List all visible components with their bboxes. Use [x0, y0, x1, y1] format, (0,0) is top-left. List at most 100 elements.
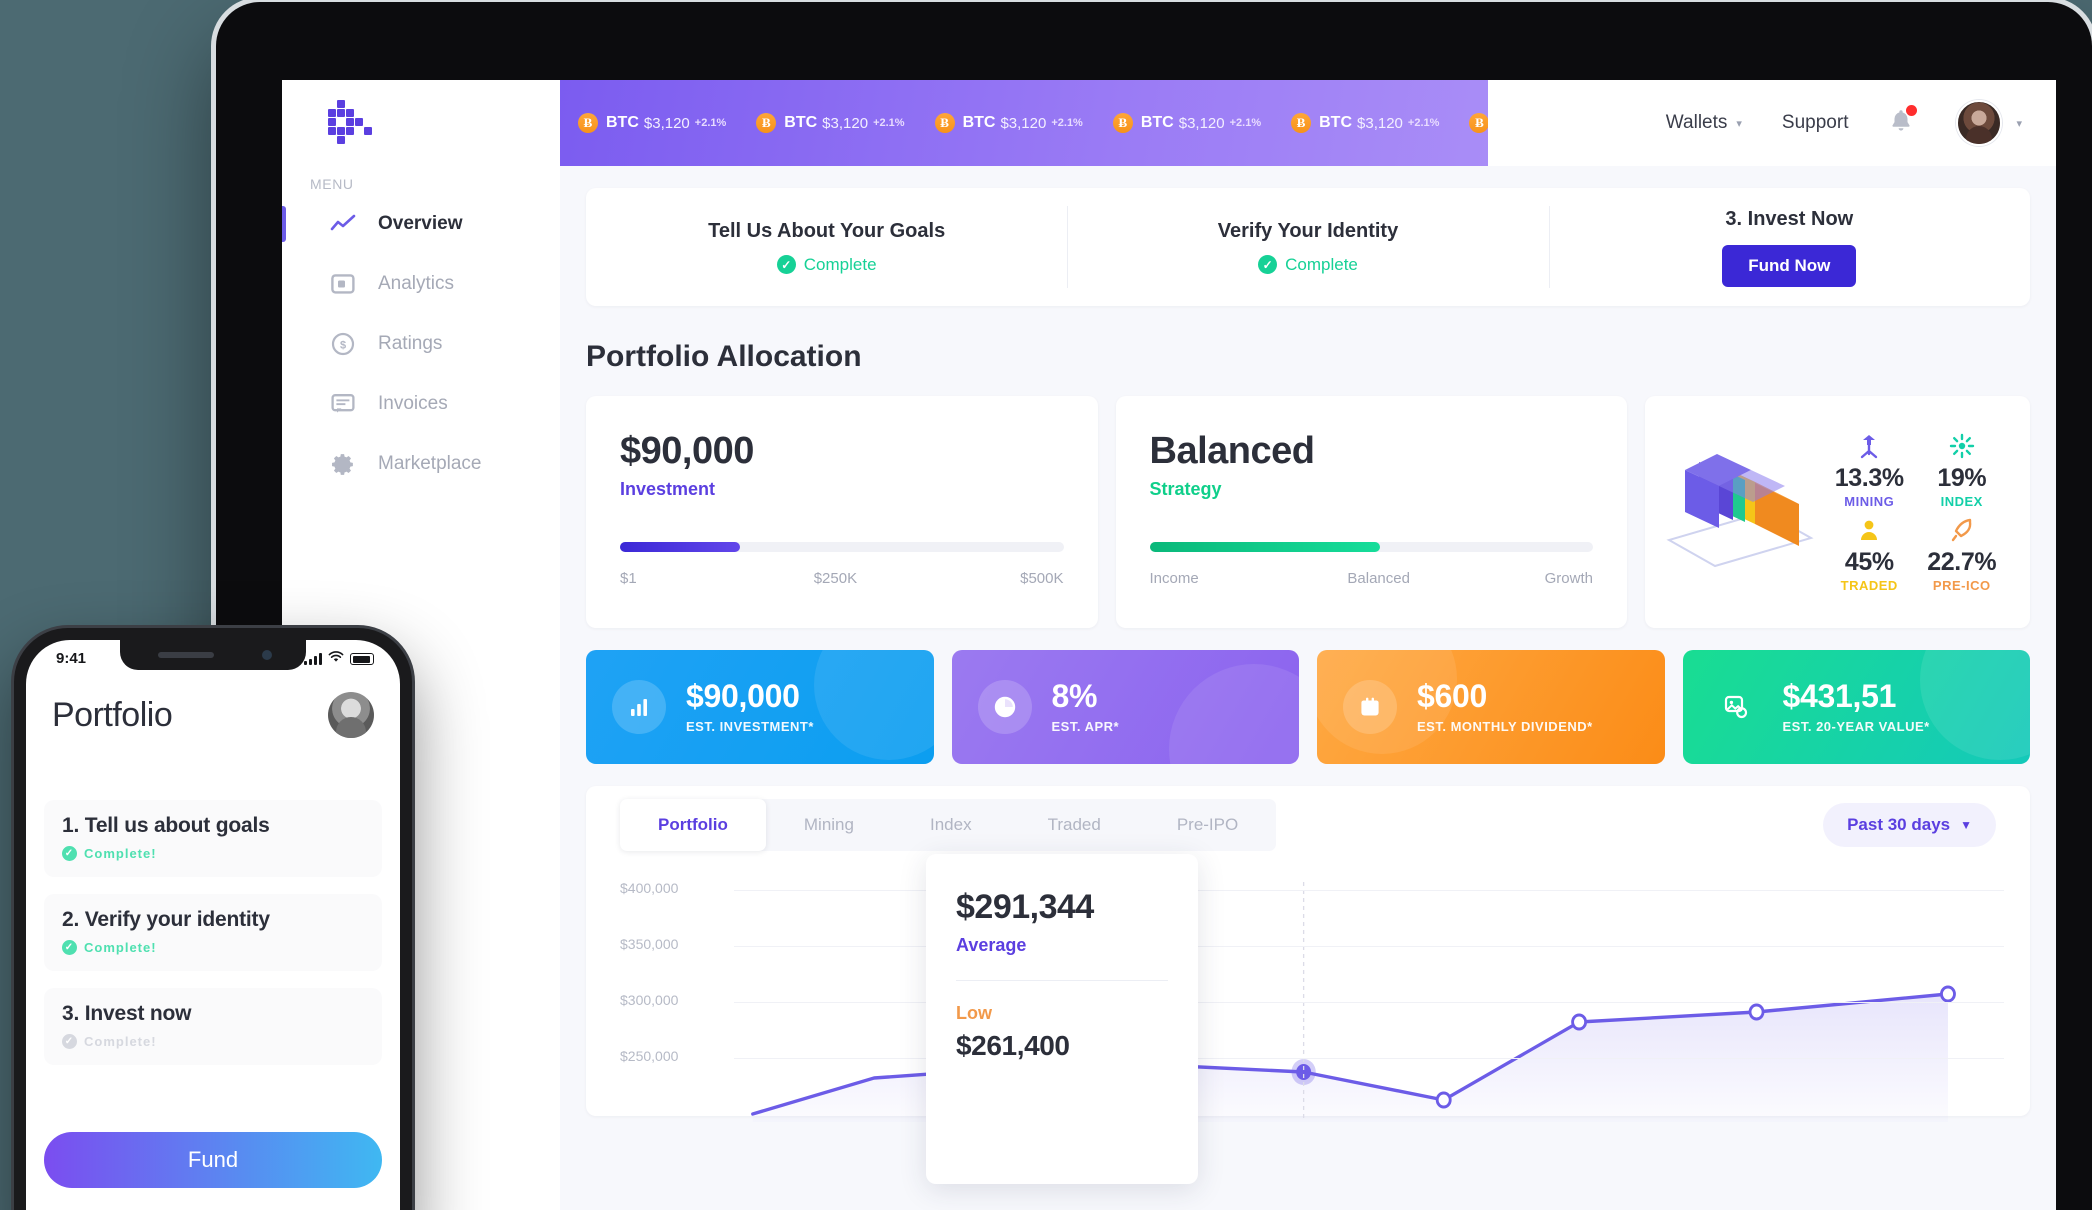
wallets-menu[interactable]: Wallets ▾ [1666, 112, 1742, 134]
signal-icon [304, 653, 322, 665]
strategy-slider[interactable] [1149, 542, 1593, 552]
phone-title: Portfolio [52, 695, 173, 734]
ticker-item[interactable]: Ƀ BTC $3,120 +2.1% [756, 113, 905, 133]
ticker-price: $3,120 [822, 114, 869, 132]
chevron-down-icon[interactable]: ▾ [2016, 117, 2022, 130]
phone-step-identity[interactable]: 2. Verify your identity ✓ Complete! [44, 894, 382, 971]
phone-step-invest[interactable]: 3. Invest now ✓ Complete! [44, 988, 382, 1065]
breakdown-mining: 13.3% MINING [1827, 431, 1912, 509]
breakdown-card: 13.3% MINING 19% INDEX [1645, 396, 2030, 628]
investment-scale: $1 $250K $500K [620, 570, 1064, 587]
step-goals[interactable]: Tell Us About Your Goals ✓ Complete [586, 188, 1067, 306]
stat-card-20year[interactable]: $431,51 EST. 20-YEAR VALUE* [1682, 650, 2030, 764]
fund-now-button[interactable]: Fund Now [1722, 244, 1857, 287]
allocation-row: $90,000 Investment $1 $250K $500K Balanc… [586, 396, 2030, 628]
sidebar-item-overview[interactable]: Overview [282, 202, 560, 246]
sidebar-item-label: Overview [378, 213, 463, 234]
y-tick: $250,000 [620, 1048, 679, 1064]
sidebar-item-ratings[interactable]: $ Ratings [282, 322, 560, 366]
step-title: 3. Invest Now [1725, 207, 1854, 230]
breakdown-grid: 13.3% MINING 19% INDEX [1827, 431, 2004, 593]
phone-fund-button[interactable]: Fund [44, 1132, 382, 1188]
grid-line [734, 946, 2004, 947]
step-invest[interactable]: 3. Invest Now Fund Now [1548, 188, 2030, 306]
avatar[interactable] [1956, 100, 2003, 146]
line-chart: $400,000 $350,000 $300,000 $250,000 [586, 854, 2030, 1184]
notifications-button[interactable] [1888, 104, 1918, 140]
support-link[interactable]: Support [1782, 112, 1849, 134]
step-identity[interactable]: Verify Your Identity ✓ Complete [1067, 188, 1548, 306]
tab-mining[interactable]: Mining [803, 815, 854, 834]
tab-index[interactable]: Index [929, 815, 972, 834]
line-chart-icon [330, 211, 356, 237]
ticker-item[interactable]: Ƀ BTC $3,120 +2.1% [934, 113, 1083, 133]
tab-pre-ipo[interactable]: Pre-IPO [1176, 815, 1239, 834]
gear-icon [330, 451, 356, 477]
step-status: ✓ Complete [1258, 255, 1358, 275]
crypto-ticker[interactable]: Ƀ BTC $3,120 +2.1% Ƀ BTC $3,120 +2.1% Ƀ … [560, 80, 1488, 166]
ticker-item[interactable]: Ƀ BTC $3,120 +2.1% [1112, 113, 1262, 133]
phone-step-goals[interactable]: 1. Tell us about goals ✓ Complete! [44, 800, 382, 877]
battery-icon [350, 653, 374, 665]
stat-label: EST. INVESTMENT* [686, 718, 814, 734]
check-icon: ✓ [62, 846, 77, 861]
phone-step-status-label: Complete! [84, 846, 157, 861]
scale-min: Income [1149, 570, 1199, 587]
onboarding-steps: Tell Us About Your Goals ✓ Complete Veri… [586, 188, 2030, 306]
chart-panel: Portfolio Mining Index Traded Pre-IPO Pa… [586, 786, 2030, 1184]
y-tick: $400,000 [620, 880, 679, 896]
tab-traded[interactable]: Traded [1047, 815, 1101, 834]
grid-line [734, 1002, 2004, 1003]
index-burst-icon [1920, 431, 2005, 461]
phone-status-icons [304, 650, 374, 668]
ticker-symbol: BTC [1319, 114, 1353, 131]
ticker-price: $3,120 [1357, 114, 1403, 132]
bitcoin-icon: Ƀ [1112, 113, 1133, 133]
breakdown-preico: 22.7% PRE-ICO [1920, 515, 2005, 593]
calendar-icon [1343, 680, 1397, 734]
sidebar-item-invoices[interactable]: Invoices [282, 382, 560, 426]
grid-line [734, 890, 2004, 891]
tab-group: Portfolio Mining Index Traded Pre-IPO [620, 799, 1277, 851]
ticker-item[interactable]: Ƀ BTC $3,120 +2.1% [578, 113, 726, 133]
y-tick: $350,000 [620, 936, 679, 952]
phone-mockup: 9:41 Portfolio 1. Tell us about goals ✓ … [14, 628, 412, 1210]
phone-avatar[interactable] [328, 692, 374, 738]
date-range-dropdown[interactable]: Past 30 days ▼ [1823, 803, 1996, 847]
breakdown-name: PRE-ICO [1932, 578, 1991, 593]
sidebar-item-marketplace[interactable]: Marketplace [282, 442, 560, 486]
chart-tooltip: $291,344 Average Low $261,400 [926, 854, 1198, 1184]
rocket-icon [1920, 515, 2005, 545]
breakdown-value: 19% [1937, 464, 1987, 492]
stat-value: 8% [1051, 678, 1098, 715]
sidebar-item-analytics[interactable]: Analytics [282, 262, 560, 306]
stat-card-dividend[interactable]: $600 EST. MONTHLY DIVIDEND* [1317, 650, 1665, 764]
active-indicator [282, 206, 286, 242]
investment-label: Investment [620, 479, 716, 499]
ticker-change: +2.1% [1051, 117, 1083, 129]
mining-rig-icon [1827, 431, 1912, 461]
tab-portfolio[interactable]: Portfolio [620, 799, 766, 851]
ticker-item[interactable]: Ƀ BTC $3,120 +2.1% [1291, 113, 1439, 133]
step-title: Verify Your Identity [1217, 219, 1399, 242]
check-icon: ✓ [62, 940, 77, 955]
slider-fill [1149, 542, 1381, 552]
ticker-price: $3,120 [643, 114, 690, 132]
sidebar-item-label: Ratings [378, 333, 443, 354]
breakdown-value: 13.3% [1834, 464, 1904, 492]
header-right: Wallets ▾ Support ▾ [1666, 80, 2056, 166]
pixel-block-logo[interactable] [328, 100, 374, 146]
slider-fill [620, 542, 740, 552]
breakdown-value: 45% [1844, 548, 1894, 576]
investment-value: $90,000 [620, 430, 754, 472]
stat-card-apr[interactable]: 8% EST. APR* [951, 650, 1299, 764]
ticker-item[interactable]: Ƀ BTC $3,120 +2.1% [1469, 113, 1488, 133]
check-icon: ✓ [1258, 255, 1278, 274]
phone-step-status: ✓ Complete! [62, 846, 364, 861]
ticker-change: +2.1% [1229, 117, 1262, 129]
stat-card-investment[interactable]: $90,000 EST. INVESTMENT* [586, 650, 934, 764]
ticker-symbol: BTC [962, 114, 996, 131]
stat-value: $431,51 [1782, 678, 1897, 715]
investment-slider[interactable] [620, 542, 1064, 552]
wifi-icon [328, 650, 344, 668]
